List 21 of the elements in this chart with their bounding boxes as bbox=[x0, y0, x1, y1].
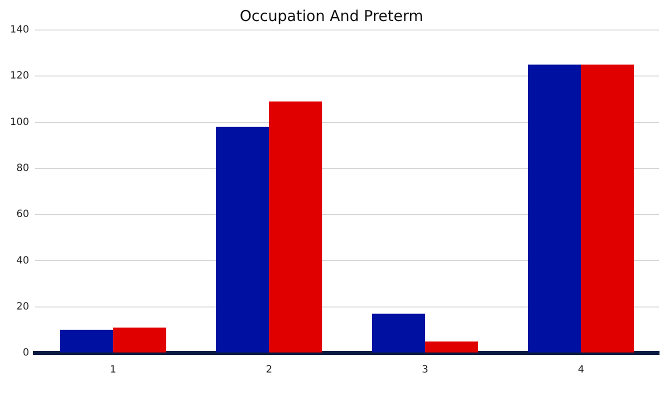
y-tick-label: 20 bbox=[16, 301, 30, 312]
bar bbox=[60, 330, 114, 352]
x-tick-label: 3 bbox=[422, 364, 428, 376]
y-tick-label: 100 bbox=[10, 116, 30, 128]
y-tick-label: 140 bbox=[10, 24, 30, 36]
y-tick-label: 120 bbox=[10, 70, 30, 82]
bar bbox=[269, 102, 322, 352]
bar bbox=[581, 64, 634, 352]
y-tick-label: 0 bbox=[22, 348, 30, 359]
bar bbox=[425, 341, 478, 352]
x-tick-label: 4 bbox=[578, 364, 584, 376]
y-tick-label: 60 bbox=[16, 209, 30, 220]
y-tick-label: 80 bbox=[16, 163, 30, 174]
bar bbox=[113, 328, 166, 352]
bar bbox=[216, 126, 270, 352]
bar bbox=[528, 64, 582, 352]
chart-title: Occupation And Preterm bbox=[240, 6, 424, 25]
bar bbox=[372, 314, 426, 352]
y-tick-label: 40 bbox=[16, 255, 30, 266]
x-tick-label: 2 bbox=[266, 364, 272, 376]
x-tick-label: 1 bbox=[110, 364, 116, 376]
